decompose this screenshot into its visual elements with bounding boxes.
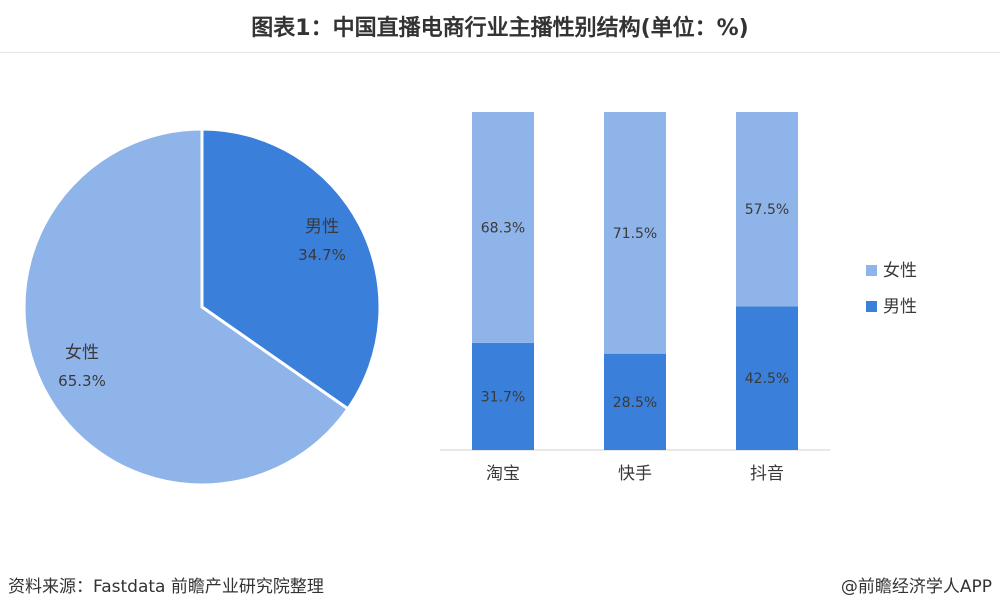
chart-title: 图表1：中国直播电商行业主播性别结构(单位：%) [251,16,749,41]
bar-label-female-0: 68.3% [481,220,525,236]
legend-label-male: 男性 [883,297,917,317]
category-label-2: 抖音 [750,464,784,484]
bar-label-female-2: 57.5% [745,202,789,218]
bar-female-1 [604,112,666,354]
bar-label-male-2: 42.5% [745,371,789,387]
legend-swatch-male [866,301,877,312]
legend-label-female: 女性 [883,261,917,281]
pie-slice-male [200,127,382,411]
pie-value-female: 65.3% [58,372,106,390]
bar-male-1 [604,353,666,450]
pie-value-male: 34.7% [298,246,346,264]
pie-label-male: 男性 [305,217,339,237]
category-label-1: 快手 [618,464,652,484]
bar-female-2 [736,112,798,307]
credit-note: @前瞻经济学人APP [840,577,992,597]
source-note: 资料来源：Fastdata 前瞻产业研究院整理 [8,577,324,597]
pie-slice-female [22,127,351,487]
bar-label-male-1: 28.5% [613,395,657,411]
legend-swatch-female [866,265,877,276]
bar-male-2 [736,306,798,450]
bar-female-0 [472,112,534,343]
bar-label-female-1: 71.5% [613,226,657,242]
bar-male-0 [472,342,534,450]
category-label-0: 淘宝 [486,464,520,484]
bar-label-male-0: 31.7% [481,389,525,405]
title-divider [0,52,1000,53]
pie-label-female: 女性 [65,343,99,363]
